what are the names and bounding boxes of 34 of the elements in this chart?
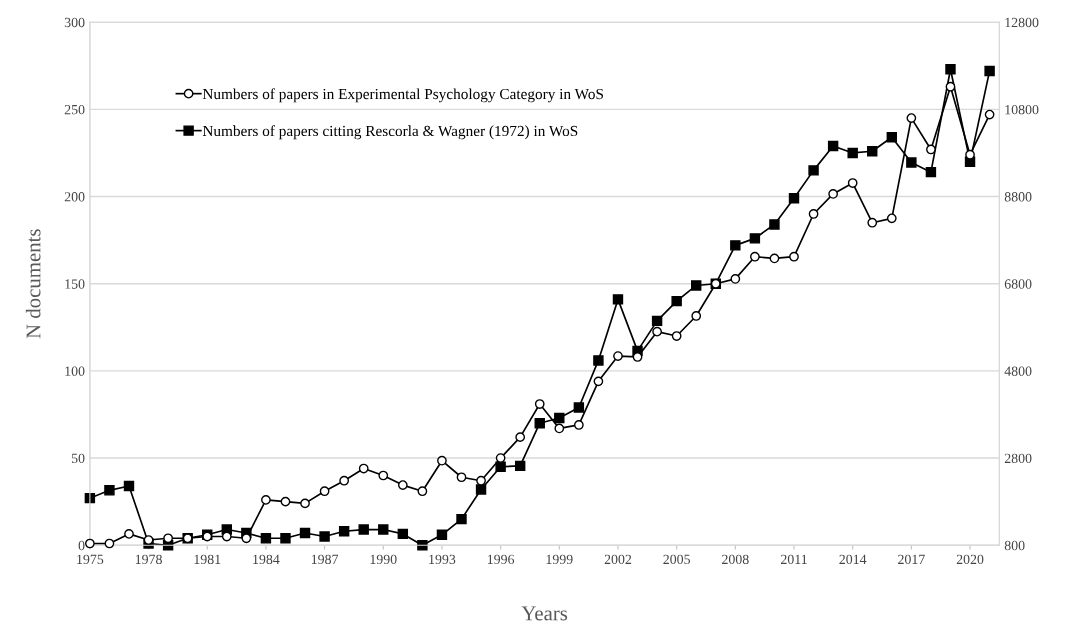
x-tick-label: 1978 (135, 554, 162, 565)
x-tick-label: 2011 (780, 554, 807, 565)
x-tick-label: 1987 (311, 554, 339, 565)
x-tick-label: 2008 (722, 554, 749, 565)
y2-tick-label: 8800 (1004, 192, 1032, 202)
y-tick-label: 250 (64, 104, 85, 115)
y2-tick-label: 12800 (1005, 17, 1039, 28)
x-tick-label: 2005 (663, 554, 690, 565)
y2-tick-label: 6800 (1004, 279, 1032, 289)
legend-label: Numbers of papers in Experimental Psychology Category in WoS (202, 88, 604, 103)
y-tick-label: 100 (65, 366, 85, 376)
x-tick-label: 2002 (604, 554, 632, 565)
x-tick-label: 1984 (253, 554, 280, 565)
x-tick-label: 1993 (429, 554, 456, 565)
x-tick-label: 2020 (956, 554, 984, 565)
y-tick-label: 0 (78, 540, 85, 551)
x-tick-label: 1981 (194, 554, 221, 565)
x-tick-label: 1975 (77, 554, 104, 565)
x-tick-label: 1996 (487, 554, 515, 565)
x-axis-title: Years (521, 606, 568, 621)
y-axis-title: N documents (25, 229, 41, 339)
y2-tick-label: 2800 (1004, 453, 1032, 464)
x-tick-label: 1999 (546, 554, 573, 565)
legend-label: Numbers of papers citting Rescorla & Wagner (1972) in WoS (202, 125, 578, 140)
y-tick-label: 200 (64, 192, 85, 202)
x-tick-label: 2014 (839, 554, 867, 565)
y2-tick-label: 800 (1004, 540, 1025, 551)
y-tick-label: 150 (65, 279, 85, 289)
y2-tick-label: 10800 (1005, 104, 1039, 115)
y2-tick-label: 4800 (1004, 366, 1032, 376)
x-tick-label: 2017 (898, 554, 925, 565)
y-tick-label: 300 (64, 17, 85, 28)
y-tick-label: 50 (71, 453, 85, 464)
x-tick-label: 1990 (370, 554, 397, 565)
